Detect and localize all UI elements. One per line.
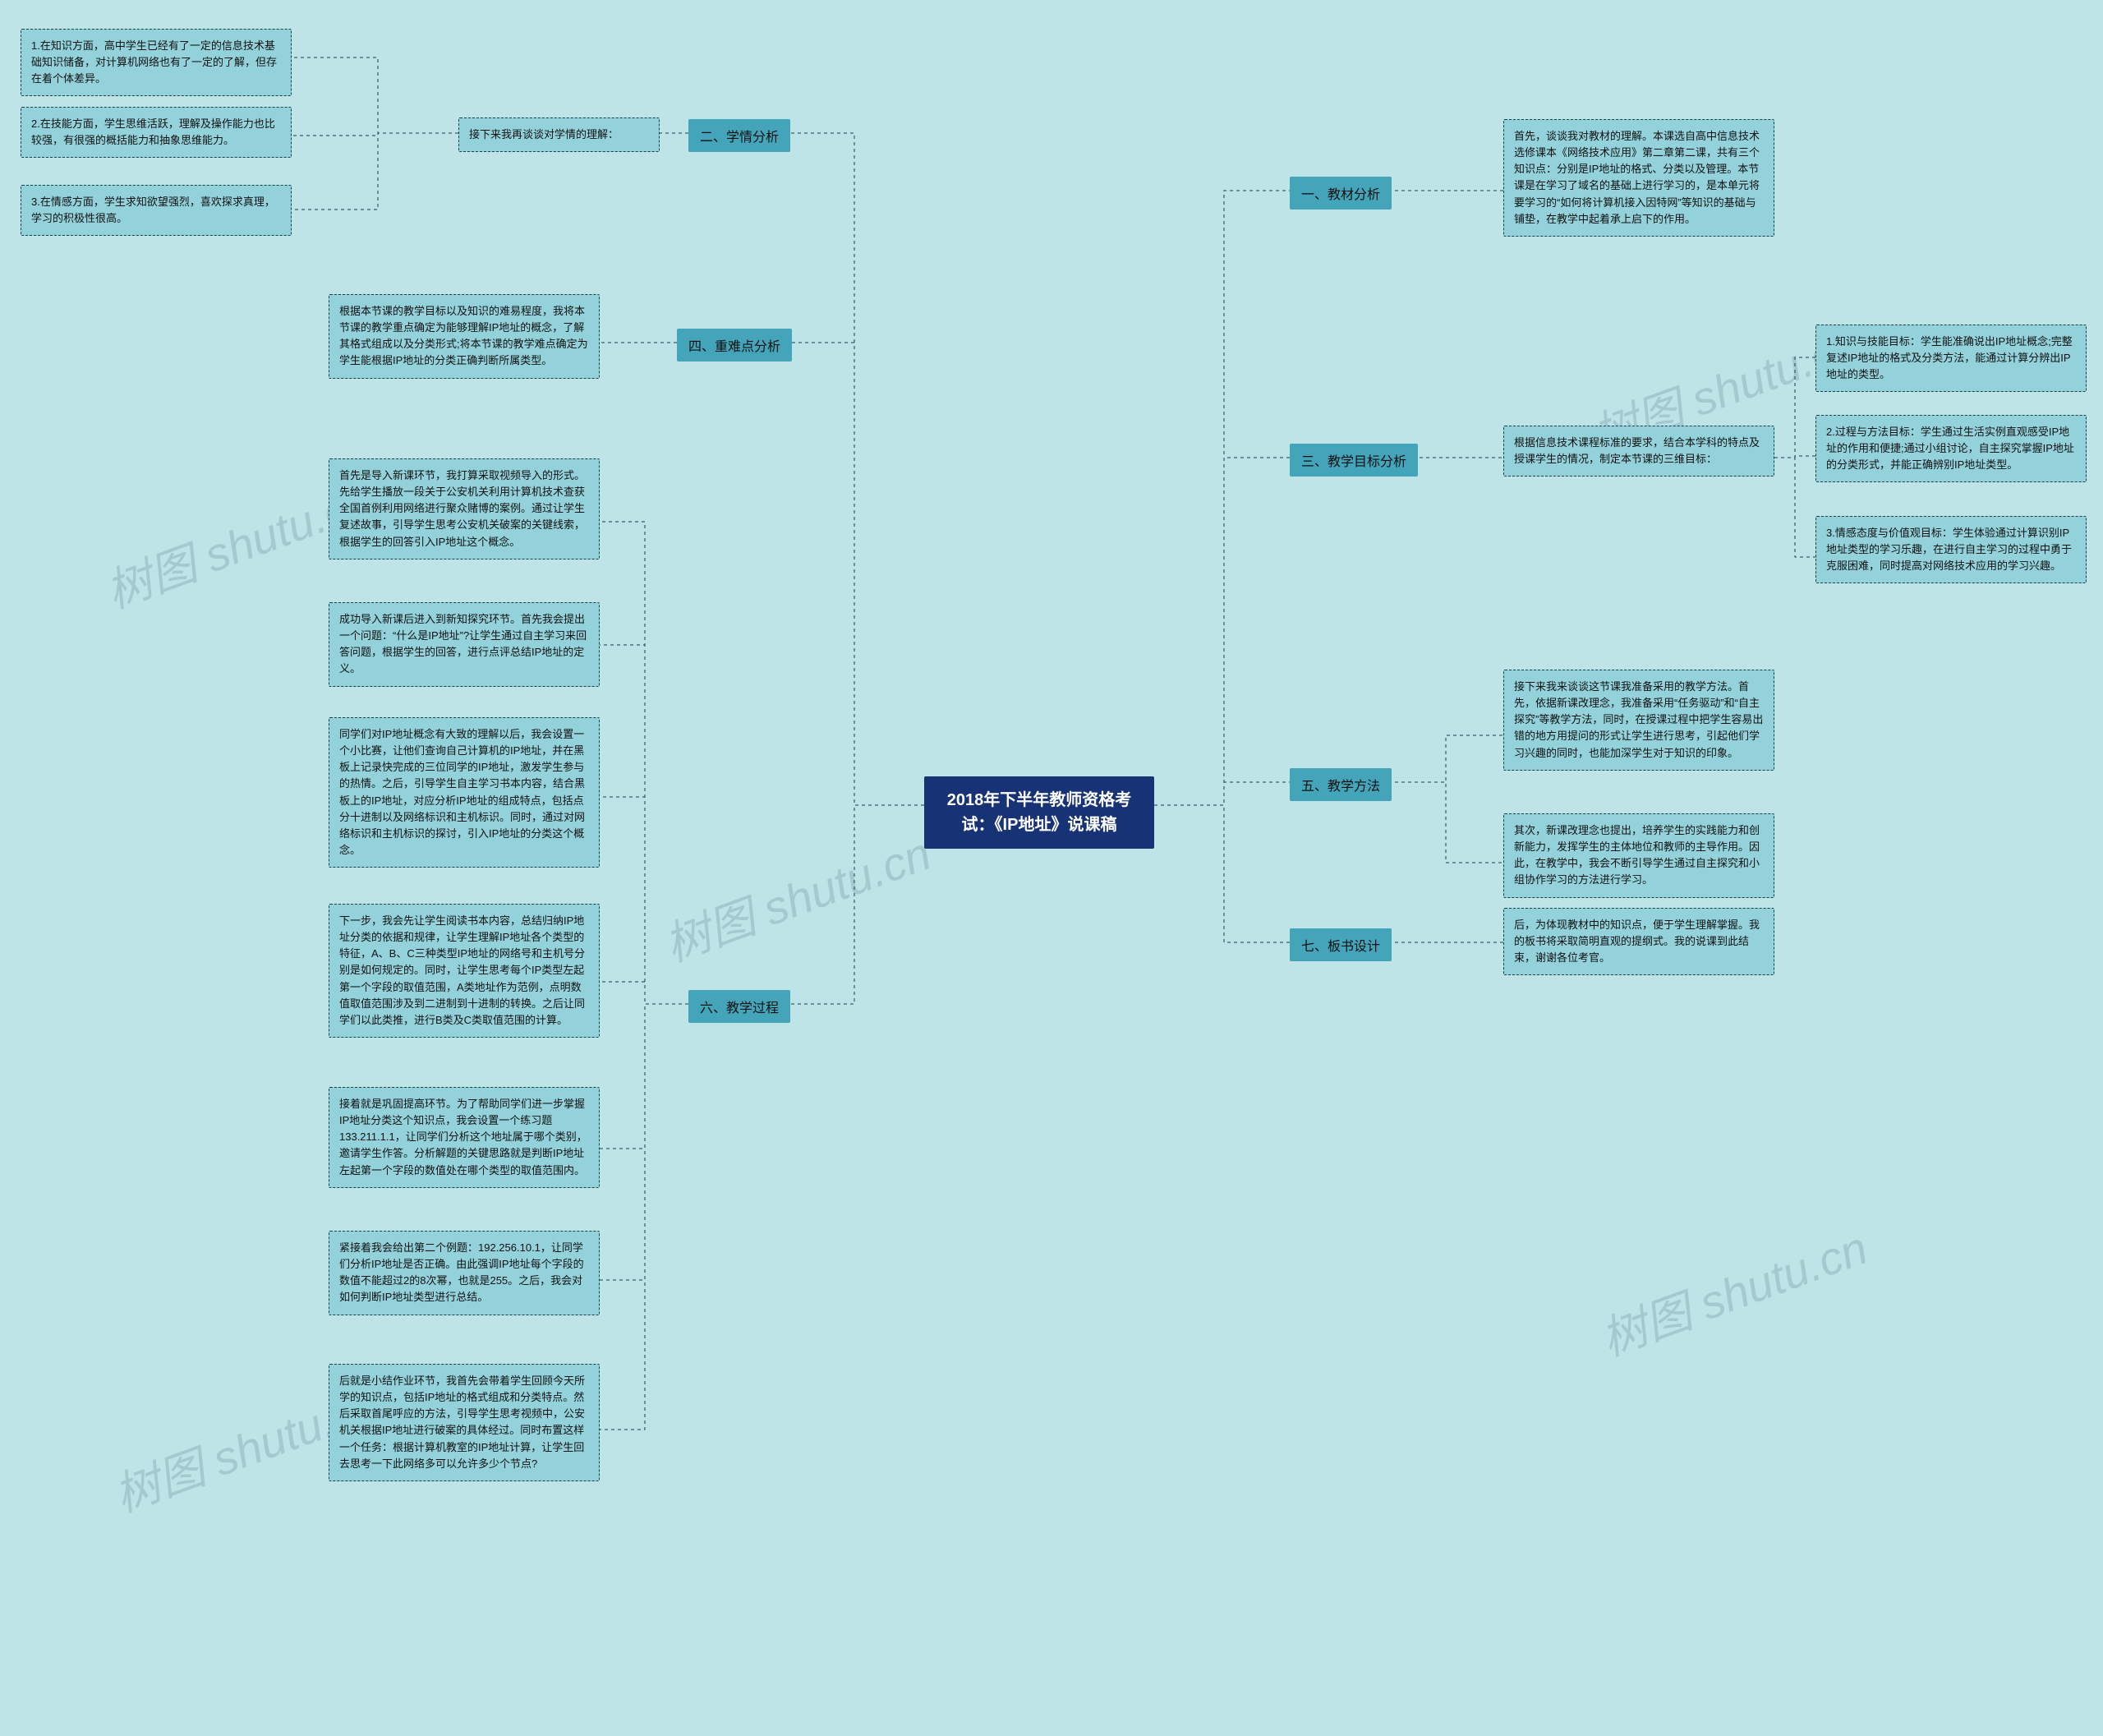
sub-6-5: 接着就是巩固提高环节。为了帮助同学们进一步掌握IP地址分类这个知识点，我会设置一… [329,1087,600,1188]
sub-3-1: 1.知识与技能目标：学生能准确说出IP地址概念;完整复述IP地址的格式及分类方法… [1815,325,2087,392]
sub-6-1: 首先是导入新课环节，我打算采取视频导入的形式。先给学生播放一段关于公安机关利用计… [329,458,600,559]
connectors-layer [0,0,2103,1736]
sub-5-2: 其次，新课改理念也提出，培养学生的实践能力和创新能力，发挥学生的主体地位和教师的… [1503,813,1774,898]
sub-1-1: 首先，谈谈我对教材的理解。本课选自高中信息技术选修课本《网络技术应用》第二章第二… [1503,119,1774,237]
sub-7-1: 后，为体现教材中的知识点，便于学生理解掌握。我的板书将采取简明直观的提纲式。我的… [1503,908,1774,975]
sub-2-2: 2.在技能方面，学生思维活跃，理解及操作能力也比较强，有很强的概括能力和抽象思维… [21,107,292,158]
watermark: 树图 shutu.cn [654,817,939,974]
sub-6-2: 成功导入新课后进入到新知探究环节。首先我会提出一个问题：“什么是IP地址”?让学… [329,602,600,687]
sub-4-1: 根据本节课的教学目标以及知识的难易程度，我将本节课的教学重点确定为能够理解IP地… [329,294,600,379]
sub-6-7: 后就是小结作业环节，我首先会带着学生回顾今天所学的知识点，包括IP地址的格式组成… [329,1364,600,1481]
sub-2-0: 接下来我再谈谈对学情的理解： [458,117,660,152]
sub-6-3: 同学们对IP地址概念有大致的理解以后，我会设置一个小比赛，让他们查询自己计算机的… [329,717,600,868]
branch-4: 四、重难点分析 [677,329,792,361]
watermark: 树图 shutu.cn [1590,1211,1875,1369]
sub-2-3: 3.在情感方面，学生求知欲望强烈，喜欢探求真理，学习的积极性很高。 [21,185,292,236]
sub-5-1: 接下来我来谈谈这节课我准备采用的教学方法。首先，依据新课改理念，我准备采用“任务… [1503,670,1774,771]
branch-2: 二、学情分析 [688,119,790,152]
branch-5: 五、教学方法 [1290,768,1392,801]
branch-1: 一、教材分析 [1290,177,1392,210]
sub-6-4: 下一步，我会先让学生阅读书本内容，总结归纳IP地址分类的依据和规律，让学生理解I… [329,904,600,1038]
sub-2-1: 1.在知识方面，高中学生已经有了一定的信息技术基础知识储备，对计算机网络也有了一… [21,29,292,96]
center-node: 2018年下半年教师资格考 试：《IP地址》说课稿 [924,776,1154,849]
branch-3: 三、教学目标分析 [1290,444,1418,477]
sub-6-6: 紧接着我会给出第二个例题：192.256.10.1，让同学们分析IP地址是否正确… [329,1231,600,1315]
sub-3-3: 3.情感态度与价值观目标：学生体验通过计算识别IP地址类型的学习乐趣，在进行自主… [1815,516,2087,583]
sub-3-2: 2.过程与方法目标：学生通过生活实例直观感受IP地址的作用和便捷;通过小组讨论，… [1815,415,2087,482]
sub-3-0: 根据信息技术课程标准的要求，结合本学科的特点及授课学生的情况，制定本节课的三维目… [1503,426,1774,477]
branch-6: 六、教学过程 [688,990,790,1023]
branch-7: 七、板书设计 [1290,928,1392,961]
